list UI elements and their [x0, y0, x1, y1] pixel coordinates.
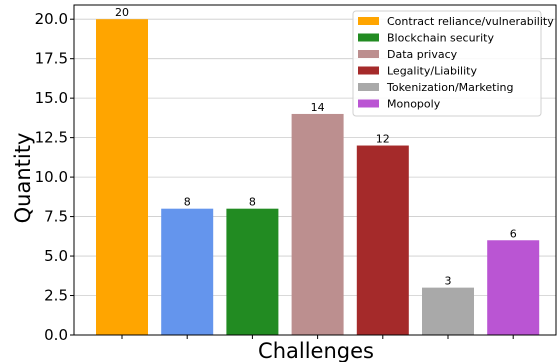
- bar: [487, 240, 540, 335]
- y-tick-label: 12.5: [35, 129, 68, 147]
- legend-swatch: [358, 17, 379, 25]
- x-axis-title: Challenges: [258, 339, 374, 362]
- plot-frame: [73, 4, 557, 336]
- bar: [356, 145, 409, 335]
- y-tick-label: 7.5: [44, 208, 68, 226]
- y-tick-label: 0.0: [44, 326, 68, 344]
- bar-value-label: 3: [445, 275, 452, 288]
- bar-value-label: 20: [115, 6, 129, 19]
- y-tick-label: 15.0: [35, 89, 68, 107]
- bar-value-label: 8: [184, 196, 191, 209]
- bar-value-label: 14: [311, 101, 325, 114]
- bar-value-label: 12: [376, 133, 390, 146]
- bar: [96, 19, 148, 336]
- legend-swatch: [358, 83, 379, 91]
- bar-value-label: 6: [510, 227, 517, 240]
- bar: [291, 113, 344, 336]
- legend-box: [352, 10, 542, 117]
- bars: 20 8 8 14 12 3 6: [96, 6, 540, 336]
- legend-label: Contract reliance/vulnerability: [387, 15, 554, 28]
- bar: [226, 208, 279, 335]
- y-tick-label: 17.5: [35, 50, 68, 68]
- y-tick-label: 10.0: [35, 168, 68, 186]
- legend-label: Blockchain security: [387, 32, 494, 45]
- legend-label: Legality/Liability: [387, 65, 477, 78]
- legend-swatch: [358, 33, 379, 42]
- bar: [422, 287, 474, 335]
- legend-swatch: [358, 50, 379, 58]
- y-tick-label: 20.0: [35, 10, 68, 28]
- y-axis-title: Quantity: [11, 133, 35, 224]
- y-tick-label: 2.5: [44, 287, 68, 305]
- legend: Contract reliance/vulnerability Blockchai…: [352, 10, 554, 117]
- y-tick-label: 5.0: [44, 247, 68, 265]
- legend-label: Tokenization/Marketing: [386, 81, 513, 94]
- axes: 0.0 2.5 5.0 7.5 10.0 12.5 15.0 17.5 20.0: [35, 4, 557, 344]
- legend-swatch: [358, 66, 379, 75]
- bar: [161, 208, 214, 335]
- legend-label: Data privacy: [387, 48, 458, 61]
- legend-swatch: [358, 99, 379, 108]
- legend-label: Monopoly: [387, 98, 441, 111]
- bar-value-label: 8: [249, 196, 256, 209]
